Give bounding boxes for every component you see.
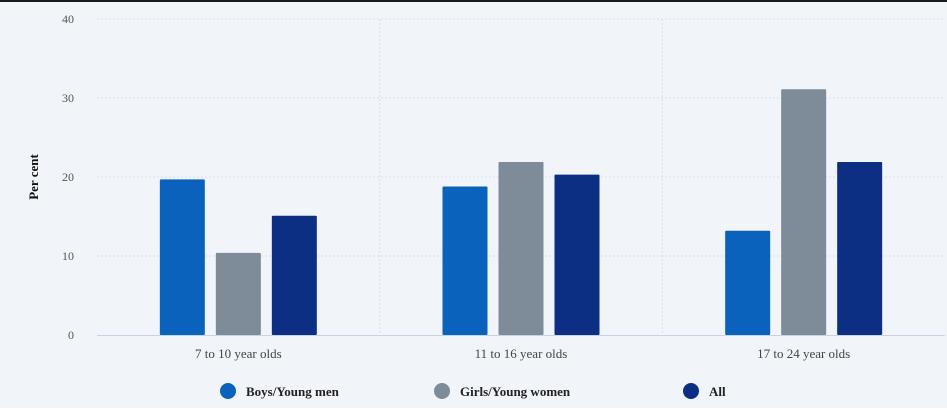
bar-girls-young-women-1[interactable]	[498, 161, 544, 335]
legend-item-all[interactable]: All	[683, 383, 726, 399]
bar-all-1[interactable]	[554, 174, 600, 335]
legend-item-boys-young-men[interactable]: Boys/Young men	[220, 383, 340, 399]
legend[interactable]: Boys/Young men Girls/Young women All	[220, 383, 726, 399]
legend-label: Girls/Young women	[460, 384, 571, 399]
bar-boys-young-men-0[interactable]	[159, 179, 205, 335]
bars	[159, 89, 883, 335]
y-tick-label: 20	[62, 170, 74, 184]
x-tick-label: 11 to 16 year olds	[475, 346, 568, 361]
legend-swatch	[434, 383, 450, 399]
legend-item-girls-young-women[interactable]: Girls/Young women	[434, 383, 571, 399]
bar-boys-young-men-2[interactable]	[725, 230, 771, 335]
legend-swatch	[220, 383, 236, 399]
x-tick-label: 7 to 10 year olds	[195, 346, 282, 361]
y-tick-label: 40	[62, 12, 74, 26]
bar-boys-young-men-1[interactable]	[442, 186, 488, 335]
bar-all-0[interactable]	[271, 215, 317, 335]
x-axis-ticks: 7 to 10 year olds 11 to 16 year olds 17 to…	[195, 346, 850, 361]
legend-label: All	[709, 384, 726, 399]
y-tick-label: 0	[68, 328, 74, 342]
legend-swatch	[683, 383, 699, 399]
bar-all-2[interactable]	[837, 161, 883, 335]
bar-girls-young-women-2[interactable]	[781, 89, 827, 335]
legend-label: Boys/Young men	[246, 384, 340, 399]
y-tick-label: 10	[62, 249, 74, 263]
x-tick-label: 17 to 24 year olds	[757, 346, 850, 361]
y-axis-ticks: 0 10 20 30 40	[62, 12, 74, 342]
y-axis-title: Per cent	[26, 154, 41, 200]
bar-girls-young-women-0[interactable]	[215, 252, 261, 335]
y-tick-label: 30	[62, 91, 74, 105]
